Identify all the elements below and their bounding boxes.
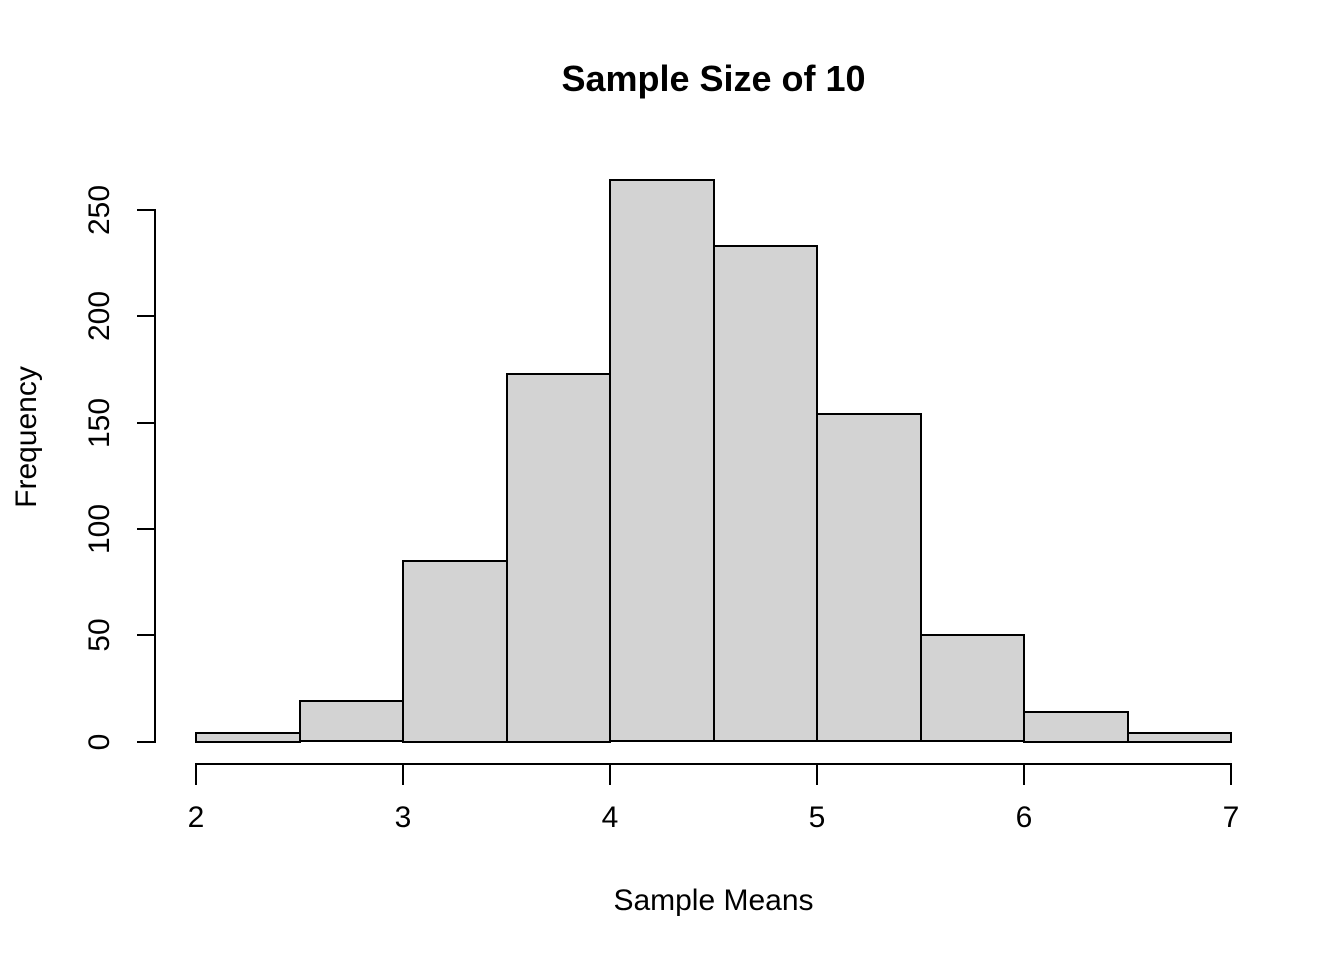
x-axis-tick <box>195 765 197 785</box>
histogram-bar <box>713 245 818 742</box>
y-tick-label: 100 <box>83 503 116 555</box>
x-axis-tick <box>1023 765 1025 785</box>
x-tick-label: 7 <box>1222 801 1240 834</box>
y-tick-label: 200 <box>83 290 116 342</box>
x-axis-label: Sample Means <box>613 884 814 917</box>
y-tick-label: 0 <box>83 733 116 751</box>
histogram-bar <box>299 700 404 742</box>
x-tick-label: 6 <box>1015 801 1033 834</box>
y-axis-tick <box>137 209 155 211</box>
histogram-bar <box>1127 732 1232 743</box>
y-axis-tick <box>137 315 155 317</box>
y-axis-tick <box>137 422 155 424</box>
y-axis-tick <box>137 634 155 636</box>
histogram-bar <box>920 634 1025 742</box>
x-axis-tick <box>816 765 818 785</box>
histogram-bar <box>816 413 922 742</box>
x-tick-label: 4 <box>601 801 619 834</box>
histogram-bar <box>609 179 715 742</box>
x-tick-label: 5 <box>808 801 826 834</box>
y-tick-label: 250 <box>83 184 116 236</box>
y-axis-tick <box>137 741 155 743</box>
x-axis-line <box>195 763 1232 765</box>
histogram-bar <box>506 373 611 743</box>
x-tick-label: 2 <box>187 801 205 834</box>
x-axis-tick <box>609 765 611 785</box>
x-tick-label: 3 <box>394 801 412 834</box>
x-axis-tick <box>402 765 404 785</box>
y-axis-line <box>154 209 156 743</box>
histogram-bar <box>1023 711 1129 743</box>
y-tick-label: 150 <box>83 397 116 449</box>
histogram-bar <box>402 560 508 743</box>
histogram-bar <box>195 732 301 743</box>
y-tick-label: 50 <box>83 618 116 652</box>
y-axis-tick <box>137 528 155 530</box>
chart-title: Sample Size of 10 <box>561 58 866 99</box>
x-axis-tick <box>1230 765 1232 785</box>
